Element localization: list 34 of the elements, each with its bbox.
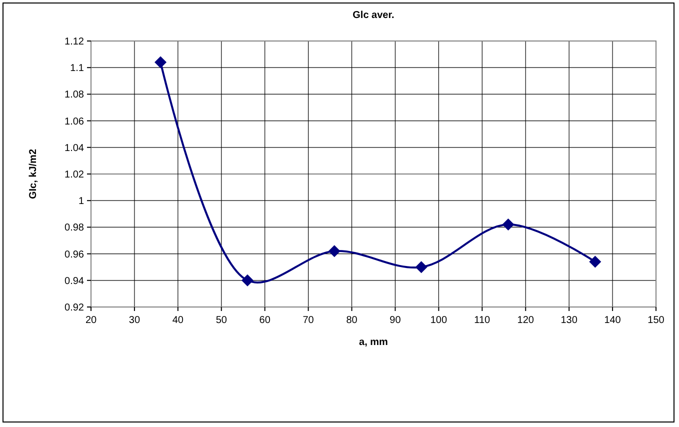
y-tick-label: 1.04 <box>64 142 84 154</box>
y-tick-label: 1.08 <box>64 90 84 101</box>
x-tick-label: 130 <box>560 315 578 326</box>
x-tick-label: 80 <box>346 315 358 326</box>
point <box>241 274 254 286</box>
y-tick-label: 0.94 <box>64 276 84 287</box>
x-tick-label: 110 <box>474 315 491 326</box>
chart-title: Glc aver. <box>352 10 395 21</box>
point <box>415 261 428 274</box>
y-tick-label: 1.1 <box>70 63 84 74</box>
y-tick-label: 1.12 <box>64 36 84 48</box>
x-tick-label: 30 <box>128 315 140 326</box>
x-tick-label: 60 <box>259 315 271 326</box>
y-tick-label: 1.06 <box>64 116 84 128</box>
x-tick-label: 120 <box>517 315 534 326</box>
x-tick-label: 90 <box>390 315 402 326</box>
x-tick-label: 20 <box>85 315 97 326</box>
x-tick-label: 70 <box>302 315 314 326</box>
x-tick-label: 40 <box>172 315 184 326</box>
point <box>328 245 340 258</box>
y-tick-label: 1 <box>78 196 84 208</box>
x-tick-label: 140 <box>604 315 622 326</box>
x-tick-label: 150 <box>648 315 665 326</box>
y-tick-label: 1.02 <box>64 170 84 180</box>
x-tick-label: 100 <box>430 315 448 326</box>
x-tick-label: 50 <box>216 315 228 326</box>
y-tick-label: 0.92 <box>64 302 84 314</box>
point <box>589 256 602 268</box>
y-tick-label: 0.98 <box>64 222 84 234</box>
y-axis-title: GIc, kJ/m2 <box>28 148 39 200</box>
point <box>154 56 167 68</box>
x-axis-title: a, mm <box>359 337 388 348</box>
point <box>502 218 514 231</box>
y-tick-label: 0.96 <box>64 249 84 260</box>
